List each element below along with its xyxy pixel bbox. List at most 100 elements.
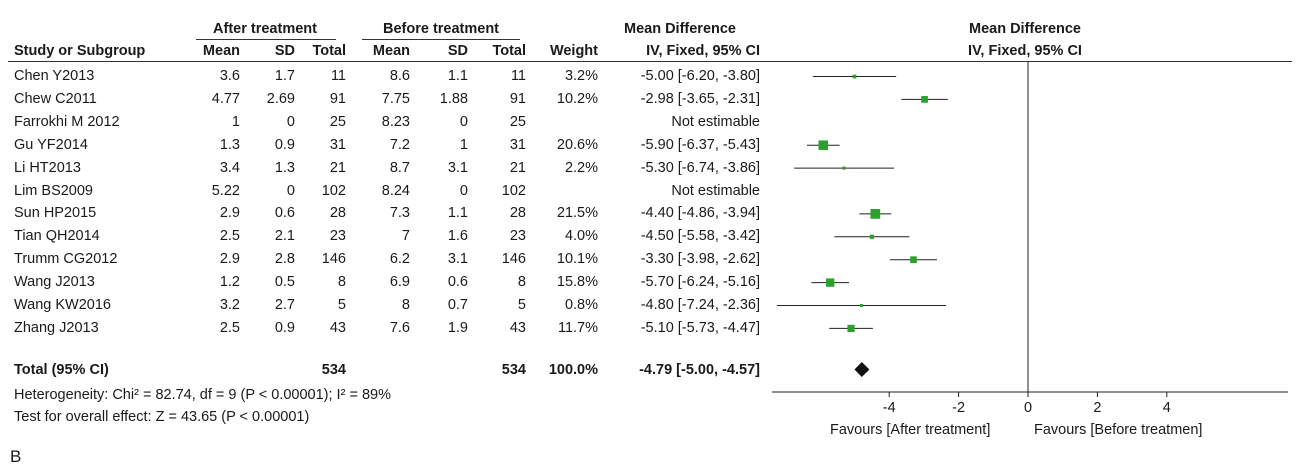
cell-mean2: 6.2	[389, 251, 410, 268]
total-n1: 534	[321, 362, 346, 378]
cell-total1: 146	[321, 251, 346, 268]
cell-mean2: 6.9	[389, 274, 410, 291]
cell-sd1: 0	[286, 182, 295, 199]
cell-sd1: 2.1	[274, 228, 295, 245]
cell-total2: 102	[501, 182, 526, 199]
favours-right: Favours [Before treatmen]	[1034, 422, 1203, 438]
cell-total1: 11	[330, 68, 346, 84]
cell-study: Tian QH2014	[14, 228, 100, 245]
cell-sd1: 1.7	[274, 68, 295, 84]
cell-total1: 25	[329, 113, 346, 130]
pooled-diamond	[854, 362, 870, 377]
cell-sd1: 1.3	[274, 159, 295, 176]
cell-total1: 5	[337, 297, 346, 313]
total-weight: 100.0%	[548, 362, 598, 378]
cell-mean1: 1.3	[219, 136, 240, 153]
cell-study: Chen Y2013	[14, 68, 95, 84]
cell-total2: 28	[509, 205, 526, 222]
cell-sd2: 0	[459, 113, 468, 130]
cell-study: Farrokhi M 2012	[14, 113, 120, 130]
cell-ci: -4.80 [-7.24, -2.36]	[640, 297, 760, 313]
study-marker	[869, 234, 874, 239]
cell-study: Zhang J2013	[14, 319, 99, 336]
cell-study: Li HT2013	[14, 159, 81, 176]
cell-weight: 21.5%	[556, 205, 598, 222]
cell-total2: 31	[509, 136, 526, 153]
cell-mean2: 8.7	[389, 159, 410, 176]
cell-weight: 20.6%	[556, 136, 598, 153]
plot-title: Mean Difference	[968, 21, 1081, 37]
cell-mean1: 1	[231, 113, 240, 130]
cell-sd2: 1.1	[447, 205, 468, 222]
cell-mean2: 7.3	[389, 205, 410, 222]
cell-total1: 102	[321, 182, 346, 199]
cell-sd2: 1.88	[439, 90, 468, 107]
cell-mean2: 8.6	[389, 68, 410, 84]
group2-underline	[362, 39, 520, 40]
cell-total1: 23	[329, 228, 346, 245]
favours-left: Favours [After treatment]	[830, 422, 991, 438]
cell-study: Gu YF2014	[14, 136, 88, 153]
cell-mean2: 8	[401, 297, 410, 313]
cell-mean1: 4.77	[211, 90, 240, 107]
cell-total2: 146	[501, 251, 526, 268]
cell-total2: 25	[509, 113, 526, 130]
cell-weight: 3.2%	[564, 68, 598, 84]
cell-weight: 10.1%	[556, 251, 598, 268]
overall-effect-text: Test for overall effect: Z = 43.65 (P < …	[14, 409, 310, 425]
study-marker	[826, 278, 835, 287]
cell-study: Chew C2011	[14, 90, 97, 107]
cell-sd1: 0	[286, 113, 295, 130]
cell-study: Wang J2013	[14, 274, 95, 291]
cell-ci: -5.10 [-5.73, -4.47]	[640, 319, 760, 336]
md-header: Mean Difference	[623, 21, 736, 37]
cell-ci: -4.50 [-5.58, -3.42]	[640, 228, 760, 245]
x-tick-label: 4	[1163, 400, 1171, 416]
cell-sd2: 1	[459, 136, 468, 153]
cell-total1: 31	[329, 136, 346, 153]
study-marker	[847, 324, 855, 332]
cell-total2: 21	[509, 159, 526, 176]
cell-ci: Not estimable	[671, 182, 760, 199]
cell-ci: -5.30 [-6.74, -3.86]	[640, 159, 760, 176]
cell-total2: 43	[509, 319, 526, 336]
cell-mean1: 3.2	[219, 297, 240, 313]
col-sd2: SD	[447, 43, 468, 59]
x-tick-label: -4	[883, 400, 896, 416]
cell-mean1: 3.4	[219, 159, 240, 176]
study-marker	[818, 140, 829, 150]
total-n2: 534	[501, 362, 526, 378]
cell-weight: 15.8%	[556, 274, 598, 291]
cell-ci: -3.30 [-3.98, -2.62]	[640, 251, 760, 268]
cell-sd1: 2.7	[274, 297, 295, 313]
cell-study: Wang KW2016	[14, 297, 111, 313]
col-mean2: Mean	[372, 43, 410, 59]
cell-sd2: 1.9	[447, 319, 468, 336]
cell-sd2: 0	[459, 182, 468, 199]
cell-weight: 0.8%	[564, 297, 598, 313]
cell-weight: 2.2%	[564, 159, 598, 176]
cell-total2: 91	[509, 90, 526, 107]
cell-ci: -5.90 [-6.37, -5.43]	[640, 136, 760, 153]
cell-total1: 21	[329, 159, 346, 176]
cell-total2: 11	[510, 68, 526, 84]
cell-ci: -5.00 [-6.20, -3.80]	[640, 68, 760, 84]
study-marker	[910, 256, 917, 264]
cell-total1: 43	[329, 319, 346, 336]
cell-sd2: 0.7	[447, 297, 468, 313]
cell-weight: 11.7%	[557, 319, 598, 336]
cell-ci: Not estimable	[671, 113, 760, 130]
study-marker	[870, 209, 881, 219]
cell-mean2: 8.23	[381, 113, 410, 130]
panel-label: B	[10, 447, 22, 466]
cell-sd1: 0.9	[274, 319, 295, 336]
col-weight: Weight	[549, 43, 598, 59]
study-marker	[859, 304, 863, 307]
cell-mean2: 7	[401, 228, 410, 245]
cell-sd2: 0.6	[447, 274, 468, 291]
cell-total2: 5	[517, 297, 526, 313]
cell-weight: 4.0%	[564, 228, 598, 245]
x-tick-label: -2	[952, 400, 965, 416]
cell-mean1: 3.6	[219, 68, 240, 84]
group1-header: After treatment	[213, 21, 317, 37]
